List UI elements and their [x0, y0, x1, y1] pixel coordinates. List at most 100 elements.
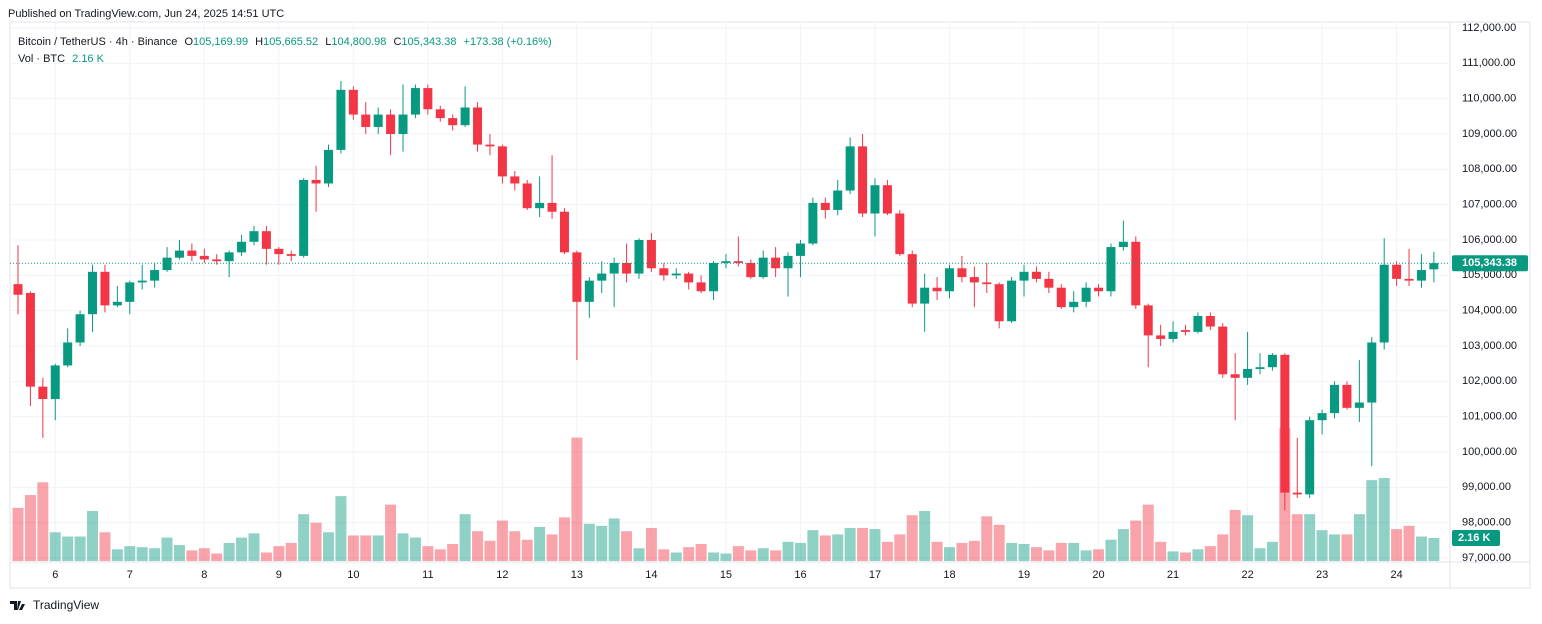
volume-bar: [484, 540, 496, 561]
x-tick-label: 24: [1390, 569, 1402, 581]
volume-bar: [37, 482, 49, 561]
legend-line: Bitcoin / TetherUS · 4h · Binance O105,1…: [18, 36, 552, 48]
candle-body: [137, 280, 147, 283]
volume-bar: [1403, 525, 1415, 561]
volume-bar: [1179, 552, 1191, 561]
symbol-title: Bitcoin / TetherUS · 4h · Binance: [18, 36, 177, 48]
volume-bar: [596, 525, 608, 561]
volume-bar: [993, 524, 1005, 561]
volume-bar: [223, 542, 235, 561]
candle-body: [1404, 278, 1414, 281]
volume-bar: [1043, 550, 1055, 561]
candle-body: [324, 149, 333, 184]
y-tick-label: 99,000.00: [1462, 481, 1511, 493]
x-tick-label: 10: [347, 569, 359, 581]
x-tick-label: 13: [571, 569, 583, 581]
candle-body: [286, 254, 296, 256]
candle-body: [199, 255, 209, 260]
volume-bar: [521, 539, 533, 561]
y-tick-label: 108,000.00: [1462, 163, 1517, 175]
candle-body: [249, 231, 259, 242]
y-tick-label: 102,000.00: [1462, 375, 1517, 387]
volume-bar: [310, 522, 322, 561]
y-tick-label: 110,000.00: [1462, 93, 1516, 105]
volume-bar: [968, 540, 980, 561]
volume-bar: [906, 515, 918, 561]
volume-bar: [695, 543, 707, 561]
candle-body: [1280, 354, 1290, 493]
candle-body: [63, 342, 73, 366]
candle-body: [609, 262, 619, 274]
candle-body: [907, 254, 917, 304]
candle-body: [174, 250, 184, 258]
candle-body: [1193, 315, 1203, 332]
volume-bar: [472, 531, 484, 561]
candle-body: [634, 240, 644, 274]
candle-body: [1019, 271, 1029, 281]
x-tick-label: 8: [201, 569, 207, 581]
volume-bar: [534, 526, 546, 561]
axis-layer: 97,000.0098,000.0099,000.00100,000.00101…: [52, 22, 1528, 581]
candle-body: [1007, 280, 1017, 322]
volume-bar: [894, 534, 906, 561]
x-tick-label: 11: [422, 569, 433, 581]
volume-bar: [1030, 547, 1042, 561]
volume-bar: [1217, 534, 1229, 561]
candle-body: [485, 144, 495, 147]
volume-bar: [1353, 514, 1365, 561]
candle-body: [25, 293, 35, 387]
volume-bar: [323, 532, 334, 561]
volume-bar: [621, 531, 633, 561]
y-tick-label: 107,000.00: [1462, 199, 1517, 211]
candle-body: [982, 282, 992, 285]
candle-body: [584, 280, 594, 302]
candle-body: [212, 259, 222, 262]
candle-body: [336, 89, 346, 150]
volume-bar: [173, 545, 185, 561]
candle-body: [398, 114, 408, 134]
volume-bar: [794, 542, 806, 561]
legend-key: O: [184, 36, 193, 48]
volume-bar: [111, 549, 123, 561]
volume-bar: [670, 552, 682, 561]
candle-body: [721, 261, 731, 263]
volume-bar: [24, 495, 36, 561]
volume-bar: [434, 549, 446, 561]
y-tick-label: 111,000.00: [1462, 57, 1515, 69]
candle-body: [1243, 368, 1253, 378]
legend-value: 105,343.38: [401, 36, 456, 48]
volume-bar: [372, 535, 384, 561]
x-tick-label: 17: [869, 569, 881, 581]
volume-bar: [124, 546, 136, 561]
volume-bar: [1080, 550, 1092, 561]
candle-body: [510, 176, 520, 184]
volume-bar: [1366, 480, 1378, 561]
candle-body: [684, 273, 694, 283]
volume-bar: [1055, 542, 1067, 561]
candle-body: [299, 179, 309, 256]
candle-body: [1379, 264, 1389, 343]
candle-body: [1156, 335, 1166, 339]
candle-body: [75, 314, 85, 343]
volume-bar: [298, 514, 310, 561]
x-tick-label: 14: [645, 569, 657, 581]
candle-body: [1218, 326, 1228, 375]
volume-bar: [1415, 536, 1427, 561]
x-tick-label: 19: [1018, 569, 1030, 581]
volume-bar: [757, 548, 769, 561]
candle-body: [758, 257, 768, 278]
volume-bar: [360, 535, 372, 561]
volume-bar: [708, 552, 720, 561]
candle-body: [1305, 420, 1315, 495]
legend-key: L: [325, 36, 331, 48]
candle-body: [348, 89, 358, 115]
candle-body: [435, 109, 445, 119]
volume-bar: [645, 528, 657, 561]
candle-body: [945, 268, 954, 292]
volume-bar: [807, 530, 819, 561]
candle-body: [895, 213, 905, 255]
x-tick-label: 16: [794, 569, 806, 581]
volume-bar: [583, 523, 595, 561]
volume-value: 2.16 K: [72, 53, 104, 65]
volume-bar: [12, 507, 24, 561]
